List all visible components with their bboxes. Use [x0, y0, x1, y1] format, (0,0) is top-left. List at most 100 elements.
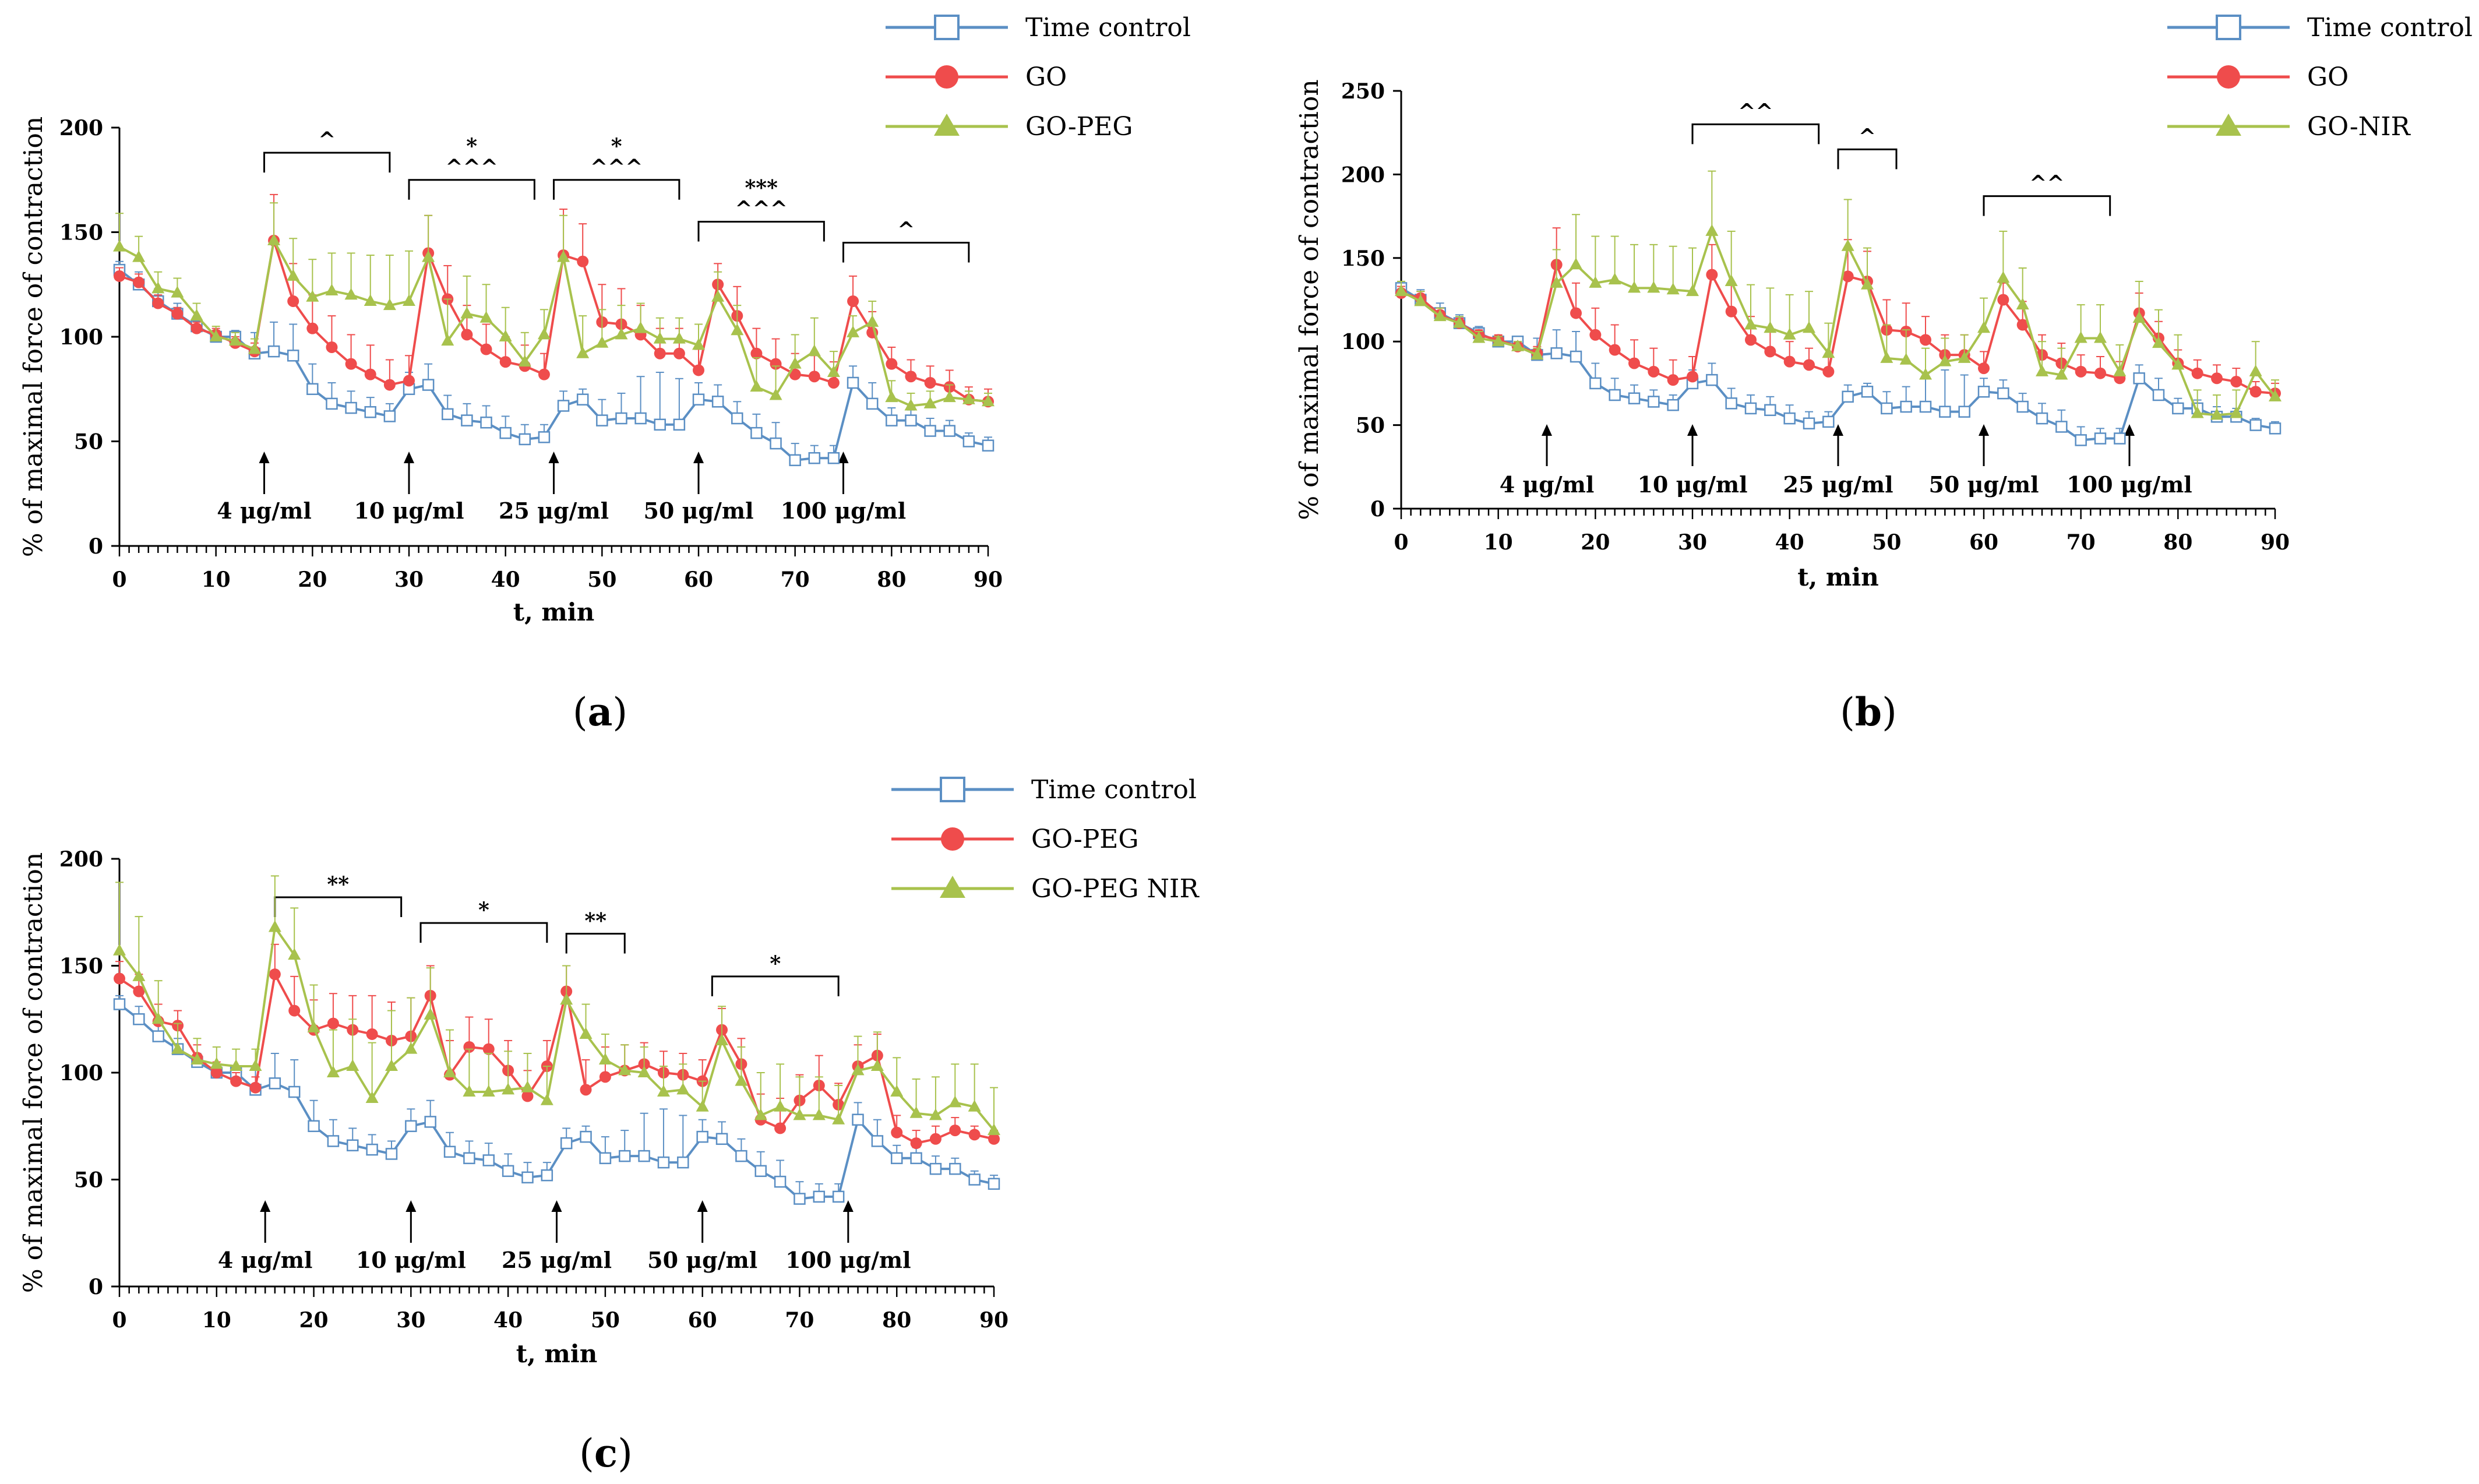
data-point — [1745, 334, 1757, 346]
data-point — [731, 323, 744, 336]
data-point — [364, 406, 376, 418]
series-time-control — [113, 260, 995, 467]
data-point — [2075, 434, 2087, 446]
data-point — [499, 426, 512, 439]
data-point — [2055, 368, 2068, 380]
significance-bracket — [697, 221, 825, 242]
data-point — [2055, 421, 2068, 433]
data-point — [988, 1123, 1000, 1136]
data-point — [364, 368, 376, 380]
data-point — [657, 1085, 670, 1097]
data-point — [924, 376, 936, 389]
data-point — [2094, 331, 2107, 343]
dose-label: 10 μg/ml — [356, 1247, 466, 1273]
data-point — [2036, 412, 2048, 425]
data-point — [1977, 321, 1990, 333]
y-tick-label: 100 — [59, 325, 103, 350]
data-point — [2269, 422, 2281, 435]
dose-arrow-head — [693, 452, 704, 463]
data-point — [365, 1091, 379, 1104]
dose-label: 100 μg/ml — [785, 1247, 911, 1273]
x-axis-label: t, min — [516, 1340, 598, 1368]
data-point — [482, 1043, 495, 1055]
data-point — [693, 364, 704, 376]
x-axis-label: t, min — [513, 598, 595, 626]
data-point — [929, 1162, 942, 1175]
data-point — [1705, 224, 1719, 236]
data-point — [696, 1099, 709, 1112]
x-tick-label: 70 — [781, 567, 810, 592]
data-point — [1822, 365, 1835, 378]
data-point — [1880, 351, 1893, 363]
data-point — [890, 1152, 903, 1165]
dose-arrow-head — [260, 1200, 271, 1212]
dose-label: 25 μg/ml — [502, 1247, 612, 1273]
data-point — [1899, 353, 1913, 365]
data-point — [595, 336, 609, 348]
data-point — [327, 1135, 340, 1147]
data-point — [325, 284, 338, 296]
data-point — [1472, 331, 1486, 343]
data-point — [463, 1085, 476, 1097]
data-point — [2152, 336, 2165, 348]
data-point — [1997, 271, 2010, 283]
x-tick-label: 70 — [2067, 530, 2096, 555]
dose-label: 100 μg/ml — [781, 498, 906, 524]
significance-bracket — [1983, 195, 2111, 216]
x-tick-label: 50 — [587, 567, 616, 592]
data-point — [1842, 390, 1854, 403]
data-point — [1919, 400, 1932, 413]
data-point — [1706, 269, 1718, 281]
legend-label: GO-NIR — [2307, 112, 2411, 142]
y-tick-label: 200 — [59, 116, 103, 140]
panel-letter: c — [594, 1430, 618, 1476]
data-point — [1550, 276, 1563, 288]
data-point — [560, 1137, 573, 1150]
data-point — [1433, 309, 1447, 322]
data-point — [560, 993, 573, 1005]
data-point — [696, 1130, 708, 1143]
data-point — [1725, 305, 1737, 318]
data-point — [886, 414, 898, 426]
data-point — [638, 1150, 650, 1162]
legend-marker — [940, 777, 965, 802]
data-point — [424, 1007, 437, 1020]
data-point — [210, 1067, 223, 1078]
data-point — [151, 1012, 165, 1024]
x-tick-label: 40 — [1775, 530, 1804, 555]
data-point — [968, 1129, 981, 1141]
data-point — [230, 1075, 242, 1087]
data-point — [596, 414, 608, 426]
data-point — [982, 439, 995, 452]
x-tick-label: 0 — [112, 567, 126, 592]
data-point — [1395, 284, 1408, 297]
panel-b: 0 50 100 150 200 250 0 10 20 30 40 50 60 70 80 90 t, min… — [1295, 13, 2473, 735]
data-point — [576, 393, 589, 406]
series-go-peg-nir — [113, 875, 1000, 1136]
data-point — [2152, 389, 2165, 401]
data-point — [540, 1093, 553, 1105]
data-point — [929, 1108, 942, 1120]
x-tick-label: 40 — [493, 1308, 523, 1333]
legend-marker — [941, 827, 964, 851]
data-point — [132, 969, 146, 981]
data-point — [615, 327, 628, 340]
legend-marker — [934, 15, 960, 40]
x-tick-label: 90 — [979, 1308, 1008, 1333]
data-point — [422, 250, 435, 262]
data-point — [2074, 331, 2087, 343]
data-point — [249, 1081, 262, 1094]
data-point — [113, 943, 126, 956]
data-point — [345, 401, 357, 414]
data-point — [637, 1066, 651, 1077]
data-point — [538, 368, 550, 380]
data-point — [923, 396, 937, 408]
data-point — [521, 1171, 534, 1184]
data-point — [479, 311, 493, 323]
data-point — [1550, 347, 1563, 359]
data-point — [502, 1083, 515, 1095]
data-point — [1706, 373, 1718, 386]
data-point — [1589, 329, 1602, 341]
y-tick-label: 50 — [74, 1168, 103, 1193]
data-point — [832, 1112, 845, 1125]
